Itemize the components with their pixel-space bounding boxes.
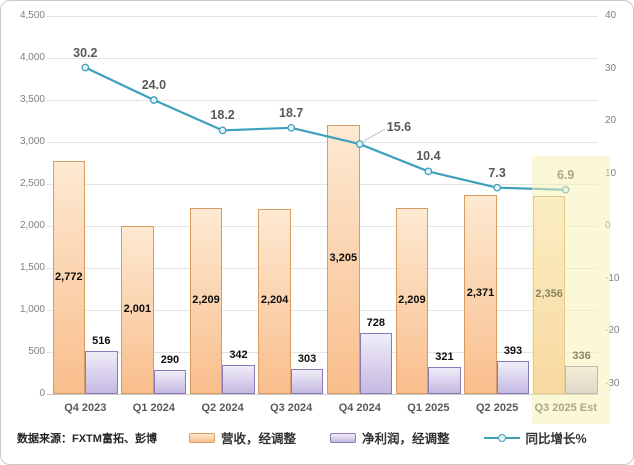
x-axis-label: Q3 2024 (270, 402, 313, 414)
legend-swatch-profit (330, 432, 357, 443)
x-axis-label: Q2 2025 (475, 402, 519, 414)
yoy-growth-label: 10.4 (416, 149, 441, 164)
line-marker (355, 140, 364, 148)
y2-axis-tick-label: 20 (605, 115, 617, 126)
y-axis-tick-label: 4,000 (19, 52, 45, 63)
gridline (47, 184, 598, 185)
data-source-note: 数据来源：FXTM富拓、彭博 (17, 433, 157, 445)
revenue-bar-label: 2,001 (123, 303, 152, 315)
legend-label: 营收，经调整 (221, 432, 297, 446)
profit-bar-label: 516 (92, 334, 111, 347)
profit-bar-label: 303 (297, 352, 317, 365)
line-marker (561, 185, 570, 194)
profit-bar (496, 361, 530, 394)
revenue-bar (258, 208, 291, 394)
legend-swatch-yoy-line (483, 433, 520, 443)
profit-bar-label: 321 (435, 351, 454, 363)
y-axis-tick-label: 3,000 (19, 136, 45, 147)
yoy-growth-label: 18.7 (279, 105, 304, 120)
y-axis-tick-label: 1,500 (19, 262, 45, 273)
y-axis-tick-label: 2,000 (19, 220, 45, 231)
revenue-bar-label: 2,371 (466, 287, 495, 300)
y2-axis-tick-label: -30 (605, 377, 620, 389)
line-marker (424, 167, 433, 176)
yoy-growth-label: 15.6 (386, 120, 412, 135)
x-axis-label: Q4 2023 (64, 402, 107, 414)
gridline (47, 58, 598, 59)
legend-swatch-revenue (189, 432, 215, 443)
yoy-growth-label: 7.3 (488, 165, 506, 180)
revenue-bar (464, 194, 497, 394)
profit-bar (428, 367, 461, 394)
revenue-bar-label: 2,772 (55, 270, 83, 283)
y-axis-tick-label: 500 (28, 346, 45, 357)
gridline (47, 268, 598, 269)
label-leader-line (363, 128, 386, 142)
profit-bar-label: 290 (160, 353, 180, 366)
legend-item-yoy-growth: 同比增长% (483, 428, 587, 447)
revenue-bar-label: 2,209 (398, 294, 426, 307)
gridline (47, 226, 598, 227)
x-axis-label: Q2 2024 (201, 402, 244, 414)
gridline (47, 16, 598, 17)
x-axis-label: Q1 2024 (132, 402, 175, 414)
profit-bar (290, 368, 324, 394)
profit-bar (359, 332, 392, 394)
gridline (47, 310, 598, 311)
profit-bar-label: 342 (229, 349, 248, 362)
y2-axis-tick-label: -20 (605, 325, 620, 336)
y-axis-tick-label: 1,000 (19, 304, 45, 315)
y2-axis-tick-label: 10 (605, 167, 617, 179)
revenue-bar (52, 161, 85, 394)
y-axis-tick-label: 0 (39, 388, 45, 399)
line-marker (150, 96, 158, 104)
gridline (47, 142, 598, 143)
profit-bar-label: 393 (503, 345, 523, 357)
revenue-bar (395, 208, 429, 394)
profit-bar (153, 369, 187, 394)
line-marker (287, 123, 296, 132)
y2-axis-tick-label: 40 (605, 10, 617, 21)
revenue-bar-label: 3,205 (329, 252, 358, 265)
y-axis-tick-label: 2,500 (19, 178, 45, 189)
line-marker (81, 63, 90, 72)
legend-item-profit: 净利润，经调整 (330, 428, 450, 447)
revenue-bar (121, 225, 154, 394)
y-axis-tick-label: 4,500 (19, 10, 45, 21)
revenue-bar-label: 2,204 (260, 294, 289, 307)
yoy-growth-label: 6.9 (556, 167, 575, 182)
legend-label: 净利润，经调整 (362, 432, 450, 446)
profit-bar (222, 365, 255, 394)
yoy-growth-label: 18.2 (210, 108, 235, 123)
x-axis-label: Q1 2025 (407, 402, 450, 414)
y2-axis-tick-label: -10 (605, 272, 620, 284)
chart-legend: 营收，经调整 净利润，经调整 同比增长% (189, 428, 587, 447)
revenue-bar-label: 2,209 (192, 294, 220, 307)
profit-bar (85, 350, 118, 394)
line-marker (493, 183, 501, 192)
yoy-growth-label: 30.2 (73, 45, 98, 60)
legend-label: 同比增长% (525, 432, 587, 446)
profit-bar-label: 728 (366, 316, 385, 329)
legend-item-revenue: 营收，经调整 (189, 428, 296, 447)
y-axis-tick-label: 3,500 (19, 94, 45, 105)
line-marker (218, 126, 227, 135)
x-axis-label: Q4 2024 (338, 402, 381, 414)
gridline (47, 352, 598, 353)
revenue-bar (189, 208, 223, 394)
revenue-bar (327, 124, 360, 394)
y2-axis-tick-label: 30 (605, 62, 617, 74)
yoy-growth-label: 24.0 (141, 78, 167, 92)
gridline (47, 100, 598, 101)
gridline (47, 394, 598, 395)
